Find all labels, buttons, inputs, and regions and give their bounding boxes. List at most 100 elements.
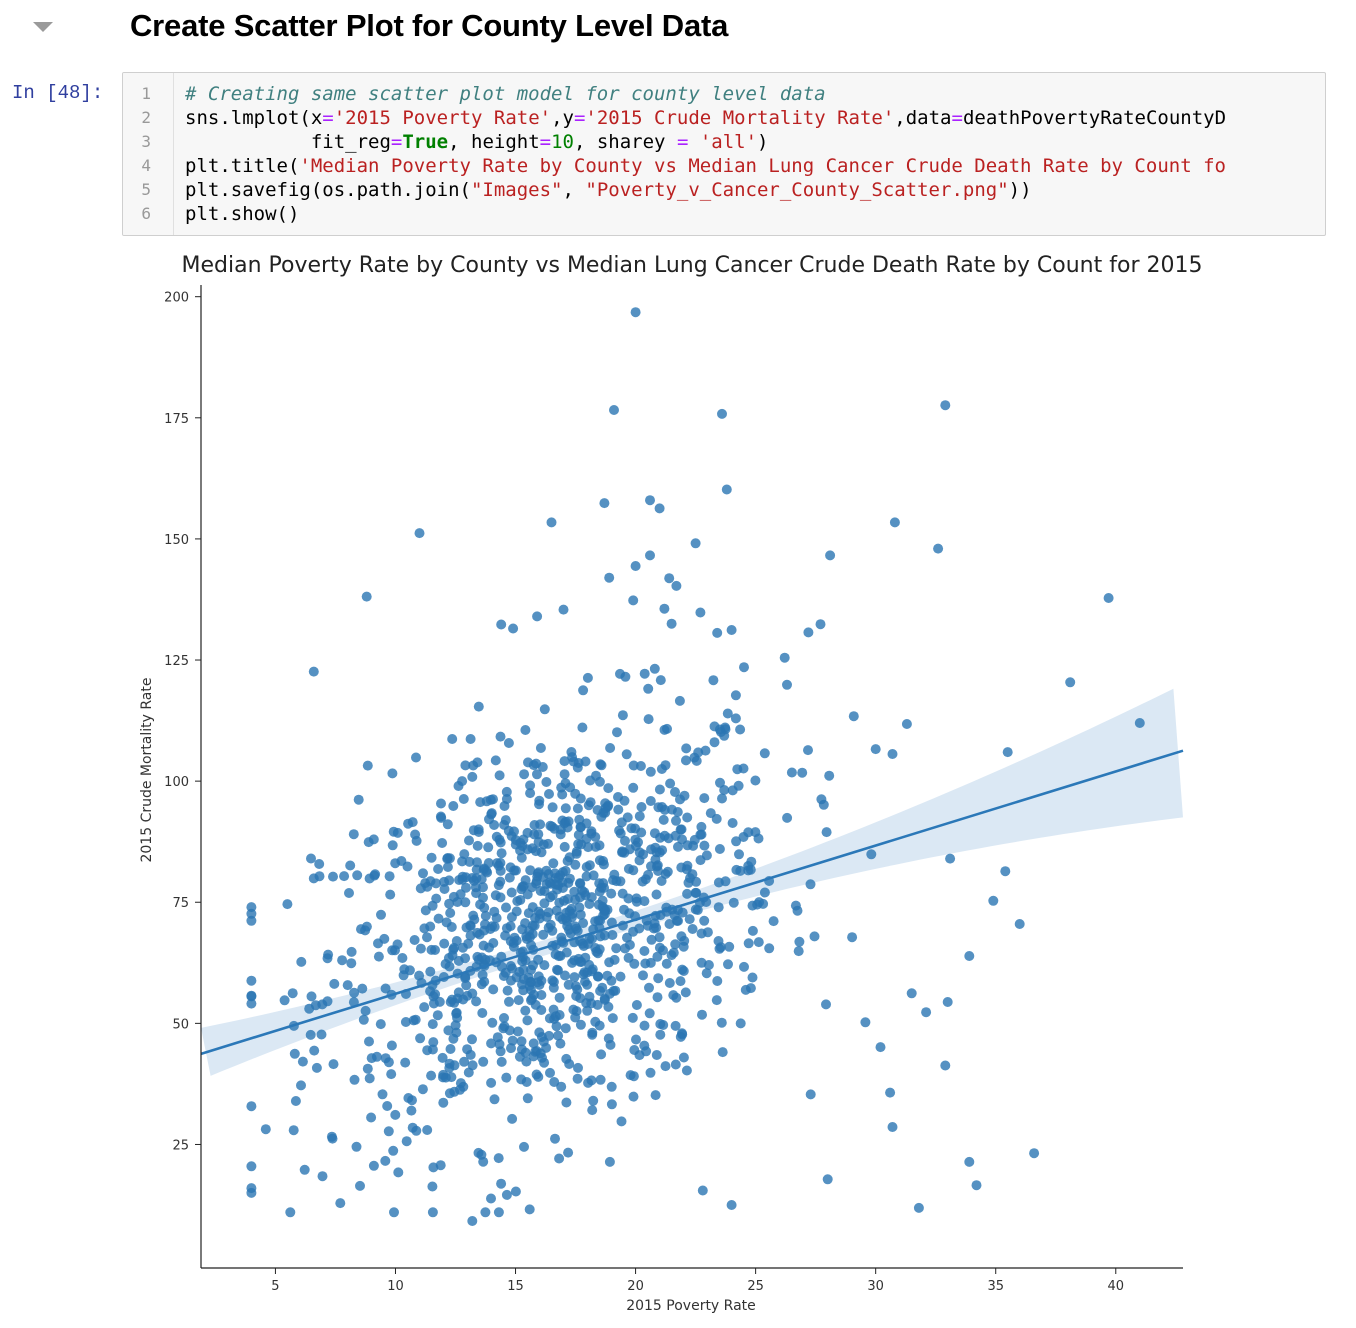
data-point — [792, 905, 803, 916]
data-point — [538, 929, 549, 940]
data-point — [578, 685, 589, 696]
data-point — [305, 1029, 316, 1040]
data-point — [436, 798, 446, 809]
data-point — [246, 1187, 257, 1198]
code-editor[interactable]: # Creating same scatter plot model for c… — [185, 82, 1325, 226]
data-point — [427, 1019, 438, 1030]
data-point — [666, 804, 677, 815]
data-point — [678, 1052, 689, 1063]
data-point — [964, 951, 975, 961]
data-point — [719, 730, 730, 741]
code-cell[interactable]: 1 2 3 4 5 6 # Creating same scatter plot… — [122, 72, 1326, 236]
data-point — [362, 1063, 373, 1074]
y-axis-label: 2015 Crude Mortality Rate — [139, 677, 155, 862]
data-point — [400, 1057, 411, 1068]
data-point — [387, 840, 398, 851]
data-point — [794, 936, 805, 947]
data-point — [508, 623, 519, 634]
data-point — [346, 946, 357, 957]
data-point — [467, 771, 478, 782]
data-point — [388, 1145, 399, 1156]
data-point — [502, 985, 513, 996]
y-tick-label: 125 — [164, 654, 189, 669]
data-point — [575, 909, 586, 920]
data-point — [848, 711, 859, 722]
data-point — [306, 853, 316, 864]
data-point — [604, 957, 615, 968]
data-point — [309, 1045, 320, 1056]
data-point — [246, 975, 257, 986]
data-point — [617, 710, 628, 721]
data-point — [582, 1005, 593, 1016]
data-point — [525, 788, 536, 799]
data-point — [670, 1059, 681, 1070]
y-tick-label: 50 — [172, 1017, 189, 1032]
data-point — [519, 1141, 529, 1152]
data-point — [473, 1147, 484, 1158]
code-operator: = — [322, 107, 334, 129]
data-point — [517, 841, 528, 851]
data-point — [380, 1053, 391, 1064]
data-point — [631, 1000, 642, 1010]
data-point — [534, 1027, 545, 1038]
data-point — [557, 789, 568, 800]
data-point — [588, 870, 599, 881]
data-point — [671, 580, 682, 591]
data-point — [860, 1017, 871, 1028]
code-operator: = — [539, 131, 552, 153]
data-point — [491, 831, 502, 842]
data-point — [526, 995, 536, 1006]
data-point — [410, 1014, 421, 1025]
data-point — [728, 897, 739, 908]
code-token: )) — [1008, 179, 1032, 201]
data-point — [569, 972, 580, 983]
data-point — [645, 766, 656, 777]
x-tick-label: 40 — [1107, 1279, 1124, 1294]
data-point — [478, 1056, 489, 1067]
data-point — [599, 909, 610, 920]
data-point — [346, 958, 357, 969]
data-point — [507, 963, 518, 974]
data-point — [467, 1034, 477, 1045]
data-point — [390, 1109, 401, 1120]
y-tick-label: 175 — [164, 412, 189, 427]
data-point — [622, 932, 632, 943]
data-point — [567, 957, 578, 968]
data-point — [528, 1038, 539, 1049]
data-point — [573, 829, 584, 840]
data-point — [314, 859, 325, 869]
data-point — [731, 836, 742, 847]
data-point — [364, 873, 375, 884]
data-point — [527, 902, 538, 913]
data-point — [445, 908, 456, 918]
data-point — [825, 550, 836, 561]
data-point — [496, 1056, 507, 1067]
data-point — [635, 761, 646, 771]
data-point — [821, 999, 831, 1010]
data-point — [473, 827, 484, 837]
data-point — [445, 1044, 456, 1054]
data-point — [544, 789, 554, 799]
chart-title: Median Poverty Rate by County vs Median … — [182, 253, 1203, 278]
data-point — [499, 819, 510, 830]
data-point — [431, 893, 442, 904]
data-point — [660, 1061, 671, 1072]
data-point — [734, 849, 744, 860]
data-point — [510, 835, 521, 845]
code-operator: = — [951, 107, 963, 129]
data-point — [577, 722, 588, 733]
data-point — [520, 875, 531, 886]
data-point — [696, 821, 707, 832]
data-point — [643, 714, 654, 725]
data-point — [520, 1005, 531, 1016]
data-point — [677, 834, 687, 845]
data-point — [870, 744, 881, 755]
data-point — [316, 1029, 327, 1040]
data-point — [971, 1180, 982, 1191]
data-point — [402, 861, 413, 872]
collapse-arrow-icon[interactable] — [33, 22, 53, 32]
data-point — [628, 1091, 639, 1102]
data-point — [426, 852, 437, 863]
data-point — [555, 824, 566, 835]
data-point — [380, 1155, 391, 1166]
